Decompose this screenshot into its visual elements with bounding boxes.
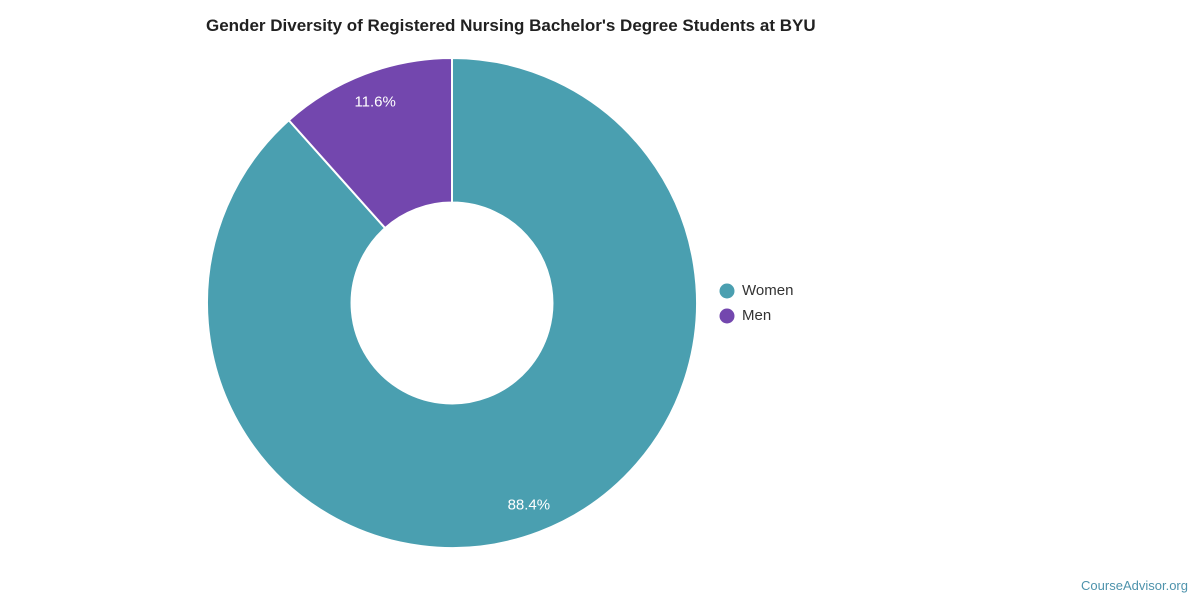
attribution-link[interactable]: CourseAdvisor.org [1081,578,1188,593]
pie-slice-women[interactable] [206,57,698,549]
legend-label-men: Men [742,306,772,324]
chart-title: Gender Diversity of Registered Nursing B… [206,16,816,35]
legend-label-women: Women [742,281,794,299]
legend: Women Men [719,278,793,328]
legend-item-men[interactable]: Men [719,303,793,328]
legend-item-women[interactable]: Women [719,278,793,303]
slice-label-men: 11.6% [354,94,395,111]
legend-swatch-women-icon [719,283,735,298]
pie-slice-men[interactable] [287,57,453,230]
slice-label-women: 88.4% [508,496,551,513]
legend-swatch-men-icon [719,308,735,323]
